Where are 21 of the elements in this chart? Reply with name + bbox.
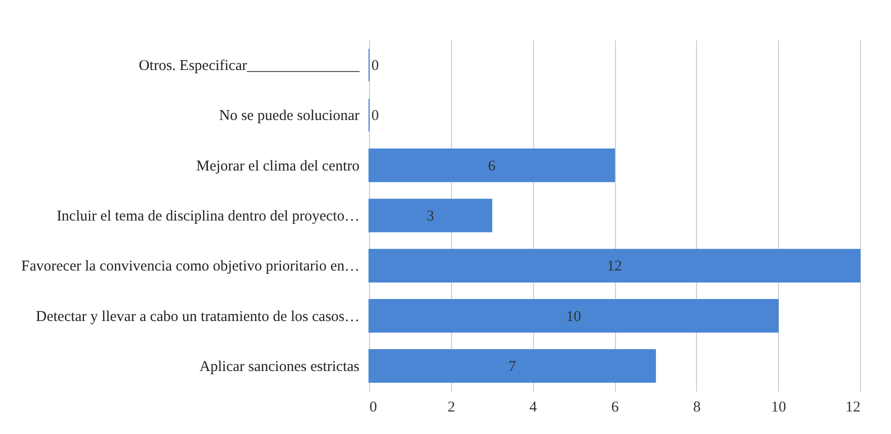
data-label: 7 <box>508 358 516 375</box>
data-label: 3 <box>426 208 434 224</box>
data-label: 0 <box>371 58 379 74</box>
x-tick-label: 4 <box>529 400 538 416</box>
data-label: 0 <box>371 108 379 124</box>
x-tick-label: 0 <box>370 400 377 416</box>
x-tick-label: 12 <box>846 400 860 416</box>
y-tick-label: Favorecer la convivencia como objetivo prioritario en… <box>21 258 360 275</box>
data-label: 12 <box>607 258 622 275</box>
x-tick-label: 6 <box>611 400 620 416</box>
y-tick-label: Incluir el tema de disciplina dentro del proyecto… <box>56 208 360 224</box>
y-tick-label: Mejorar el clima del centro <box>196 158 360 174</box>
y-tick-label: Detectar y llevar a cabo un tratamiento de los casos… <box>36 308 360 325</box>
data-label: 10 <box>566 308 582 325</box>
data-label: 6 <box>488 158 496 174</box>
y-tick-label: Otros. Especificar_______________ <box>138 58 360 74</box>
y-tick-label: No se puede solucionar <box>219 108 360 124</box>
x-tick-label: 8 <box>693 400 701 416</box>
x-tick-label: 10 <box>771 400 786 416</box>
x-tick-label: 2 <box>448 400 456 416</box>
y-tick-label: Aplicar sanciones estrictas <box>200 358 360 375</box>
